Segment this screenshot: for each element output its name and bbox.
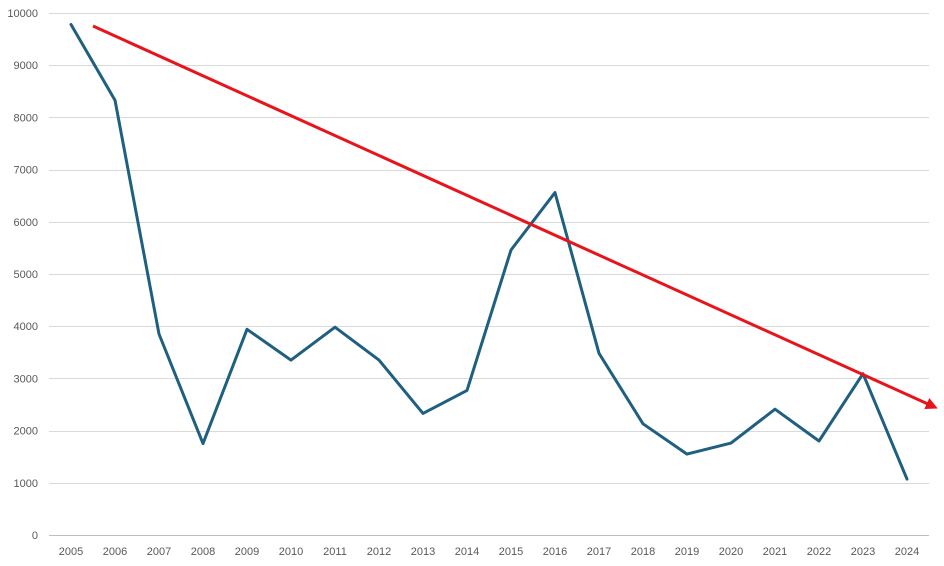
y-tick-label-3000: 3000	[14, 373, 38, 385]
gridlines	[49, 13, 929, 484]
x-tick-label-2012: 2012	[367, 546, 391, 558]
data-point-2016	[554, 191, 557, 194]
x-tick-label-2024: 2024	[895, 546, 919, 558]
y-tick-label-8000: 8000	[14, 112, 38, 124]
x-tick-label-2015: 2015	[499, 546, 523, 558]
trendline-layer	[92, 24, 938, 409]
series-line-1	[69, 23, 909, 481]
x-tick-label-2005: 2005	[59, 546, 83, 558]
x-tick-label-2017: 2017	[587, 546, 611, 558]
x-tick-label-2013: 2013	[411, 546, 435, 558]
data-point-2009	[246, 328, 249, 331]
data-point-2022	[818, 440, 821, 443]
x-tick-label-2018: 2018	[631, 546, 655, 558]
x-tick-label-2006: 2006	[103, 546, 127, 558]
x-tick-label-2007: 2007	[147, 546, 171, 558]
data-point-2006	[114, 99, 117, 102]
data-point-2014	[466, 389, 469, 392]
data-point-2010	[290, 359, 293, 362]
x-tick-label-2011: 2011	[323, 546, 347, 558]
y-tick-label-7000: 7000	[14, 165, 38, 177]
x-tick-label-2022: 2022	[807, 546, 831, 558]
y-tick-label-2000: 2000	[14, 426, 38, 438]
x-tick-label-2023: 2023	[851, 546, 875, 558]
y-tick-label-6000: 6000	[14, 217, 38, 229]
data-point-2015	[510, 248, 513, 251]
series-layer	[69, 23, 909, 481]
data-point-2017	[598, 352, 601, 355]
data-point-2005	[70, 23, 73, 26]
x-axis-tick-labels: 2005 2006 2007 2008 2009 2010 2011 2012 2013 2014…	[59, 546, 919, 558]
y-tick-label-4000: 4000	[14, 321, 38, 333]
y-tick-label-10000: 10000	[7, 8, 38, 20]
x-tick-label-2019: 2019	[675, 546, 699, 558]
x-tick-label-2016: 2016	[543, 546, 567, 558]
x-tick-label-2021: 2021	[763, 546, 787, 558]
y-axis-tick-labels: 0 1000 2000 3000 4000 5000 6000 7000 8000 9000 100…	[7, 8, 38, 542]
x-tick-label-2009: 2009	[235, 546, 259, 558]
y-tick-label-9000: 9000	[14, 60, 38, 72]
data-point-2007	[158, 333, 161, 336]
data-point-2013	[422, 412, 425, 415]
x-tick-label-2008: 2008	[191, 546, 215, 558]
x-tick-label-2010: 2010	[279, 546, 303, 558]
y-tick-label-1000: 1000	[14, 478, 38, 490]
data-point-2018	[642, 422, 645, 425]
trendline-arrow	[92, 24, 938, 409]
data-point-2011	[334, 326, 337, 329]
data-point-2008	[202, 442, 205, 445]
x-tick-label-2020: 2020	[719, 546, 743, 558]
data-point-2021	[774, 408, 777, 411]
data-point-2012	[378, 359, 381, 362]
data-point-2024	[906, 478, 909, 481]
data-point-2020	[730, 442, 733, 445]
y-tick-label-5000: 5000	[14, 269, 38, 281]
data-point-2019	[686, 453, 689, 456]
y-tick-label-0: 0	[32, 530, 38, 542]
x-tick-label-2014: 2014	[455, 546, 479, 558]
